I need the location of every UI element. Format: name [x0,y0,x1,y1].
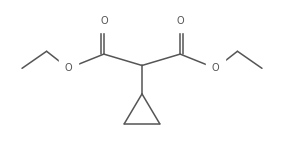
Text: O: O [176,16,184,26]
Text: O: O [212,63,220,73]
Text: O: O [64,63,72,73]
Text: O: O [100,16,108,26]
